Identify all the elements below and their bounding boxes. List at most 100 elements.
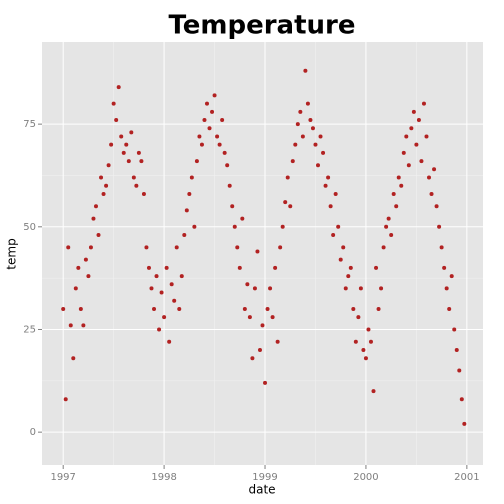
point: [245, 282, 250, 287]
point: [96, 233, 101, 238]
points: [61, 68, 467, 426]
point: [343, 286, 348, 291]
point: [86, 274, 91, 279]
point: [164, 265, 169, 270]
point: [207, 126, 212, 131]
point: [303, 68, 308, 73]
point: [389, 233, 394, 238]
point: [396, 175, 401, 180]
point: [157, 327, 162, 332]
point: [83, 257, 88, 262]
point: [93, 204, 98, 209]
point: [109, 142, 114, 147]
point: [197, 134, 202, 139]
point: [159, 290, 164, 295]
point: [361, 348, 366, 353]
point: [124, 142, 129, 147]
point: [316, 163, 321, 168]
point: [363, 356, 368, 361]
point: [116, 85, 121, 90]
x-tick-label: 1998: [151, 472, 176, 483]
point: [162, 315, 167, 320]
point: [222, 150, 227, 155]
point: [434, 204, 439, 209]
grid: [42, 42, 483, 465]
point: [414, 142, 419, 147]
point: [394, 204, 399, 209]
point: [237, 265, 242, 270]
point: [449, 274, 454, 279]
point: [101, 191, 106, 196]
x-tick-label: 1999: [252, 472, 277, 483]
point: [391, 191, 396, 196]
point: [154, 274, 159, 279]
point: [326, 175, 331, 180]
point: [421, 101, 426, 106]
point: [366, 327, 371, 332]
point: [141, 191, 146, 196]
point: [442, 265, 447, 270]
y-tick-label: 0: [30, 427, 36, 438]
point: [78, 306, 83, 311]
point: [76, 265, 81, 270]
point: [172, 298, 177, 303]
point: [81, 323, 86, 328]
point: [381, 245, 386, 250]
point: [346, 274, 351, 279]
point: [406, 163, 411, 168]
point: [336, 224, 341, 229]
point: [88, 245, 93, 250]
point: [328, 204, 333, 209]
point: [212, 93, 217, 98]
point: [462, 421, 467, 426]
point: [416, 118, 421, 123]
point: [310, 126, 315, 131]
x-tick-label: 2001: [454, 472, 479, 483]
point: [210, 109, 215, 114]
point: [182, 233, 187, 238]
point: [424, 134, 429, 139]
point: [126, 159, 131, 164]
point: [144, 245, 149, 250]
point: [121, 150, 126, 155]
point: [235, 245, 240, 250]
y-tick-label: 50: [23, 222, 36, 233]
point: [146, 265, 151, 270]
point: [263, 380, 268, 385]
point: [409, 126, 414, 131]
point: [250, 356, 255, 361]
point: [429, 191, 434, 196]
point: [134, 183, 139, 188]
point: [252, 286, 257, 291]
x-tick-label: 1997: [50, 472, 75, 483]
y-tick-label: 25: [23, 324, 36, 335]
point: [119, 134, 124, 139]
point: [444, 286, 449, 291]
point: [202, 118, 207, 123]
point: [318, 134, 323, 139]
point: [232, 224, 237, 229]
point: [71, 356, 76, 361]
point: [73, 286, 78, 291]
point: [401, 150, 406, 155]
point: [371, 389, 376, 394]
point: [379, 286, 384, 291]
point: [270, 315, 275, 320]
point: [149, 286, 154, 291]
point: [374, 265, 379, 270]
point: [225, 163, 230, 168]
point: [404, 134, 409, 139]
point: [348, 265, 353, 270]
point: [189, 175, 194, 180]
point: [177, 306, 182, 311]
point: [179, 274, 184, 279]
point: [295, 122, 300, 127]
point: [104, 183, 109, 188]
point: [454, 348, 459, 353]
point: [290, 159, 295, 164]
point: [283, 200, 288, 205]
point: [63, 397, 68, 402]
point: [447, 306, 452, 311]
point: [368, 339, 373, 344]
